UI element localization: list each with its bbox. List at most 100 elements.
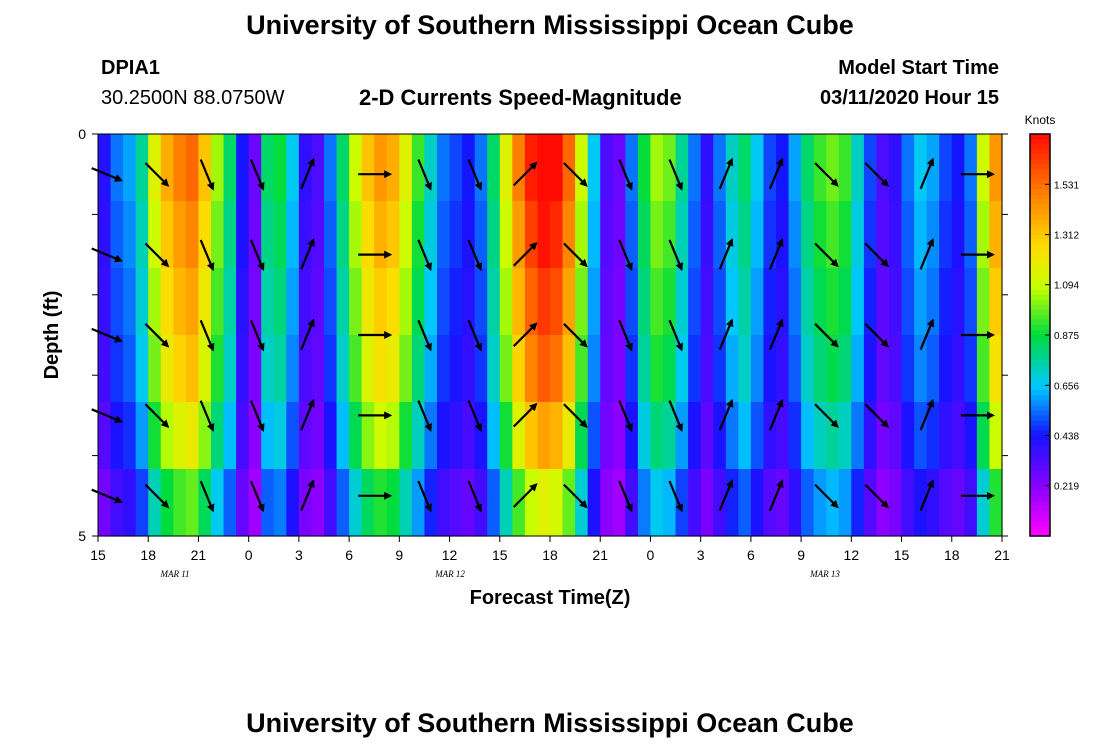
heat-cell [600,134,614,202]
colorbar-swatch [1030,164,1050,170]
heat-cell [738,201,752,269]
heat-cell [424,268,438,336]
heat-cell [750,402,765,470]
heat-cell [964,402,978,470]
heat-cell [462,268,476,336]
heat-cell [399,402,413,470]
heat-cell [851,134,865,202]
heat-cell [587,268,601,336]
heat-cell [863,201,878,269]
current-arrow [864,242,890,268]
heat-cell [989,201,1003,269]
heat-cell [863,469,878,537]
colorbar-swatch [1030,500,1050,507]
colorbar-swatch [1030,520,1050,527]
current-arrow [300,157,315,190]
colorbar-swatch [1030,395,1050,401]
heat-cell [725,402,739,470]
heat-cell [763,134,777,202]
colorbar-swatch [1030,274,1050,281]
heat-cell [236,201,250,269]
heat-cell [324,402,338,470]
x-tick-label: 9 [395,547,403,563]
heat-cell [964,469,978,537]
x-tick-label: 3 [697,547,705,563]
colorbar-swatch [1030,294,1050,301]
current-arrow [300,238,315,270]
heat-cell [236,335,250,403]
heat-cell [374,134,388,202]
heat-cell [876,402,890,470]
heat-cell [110,201,124,269]
heat-cell [273,402,287,470]
heat-cell [612,402,626,470]
heat-cell [286,268,300,336]
heat-cell [462,201,476,269]
current-arrow [563,323,588,348]
heat-cell [851,402,865,470]
heat-cell [236,268,250,336]
heat-cell [185,402,200,470]
heat-cell [474,134,488,202]
heat-cell [550,134,564,202]
heat-cell [776,335,790,403]
heat-cell [612,335,626,403]
heat-cell [700,201,714,269]
heat-cell [989,402,1003,470]
colorbar-swatch [1030,144,1050,150]
heat-cell [411,402,426,470]
colorbar-tick-label: 0.438 [1054,431,1079,442]
heat-cell [236,134,250,202]
heat-cell [424,402,438,470]
x-tick-label: 18 [944,547,960,563]
heat-cell [587,469,601,537]
heat-cell [173,268,187,336]
heat-cell [939,201,953,269]
colorbar-swatch [1030,329,1050,336]
y-tick-label: 5 [78,528,86,544]
heat-cell [98,402,112,470]
heat-cell [411,134,426,202]
current-arrow [417,319,432,352]
heat-cell [160,402,174,470]
y-axis-label: Depth (ft) [41,291,63,380]
colorbar-swatch [1030,149,1050,155]
heat-cell [437,335,451,403]
heat-cell [914,268,928,336]
heat-cell [851,268,865,336]
heat-cell [311,268,325,336]
heat-cell [286,134,300,202]
heat-cell [914,402,928,470]
heat-cell [499,268,513,336]
heat-cell [148,201,162,269]
heat-cell [537,335,551,403]
heat-cell [324,469,338,537]
current-arrow [668,159,684,191]
current-arrow [814,162,839,187]
heat-cell [173,201,187,269]
heat-cell [826,201,840,269]
heat-cell [537,201,551,269]
heat-cell [273,268,287,336]
heat-cell [123,134,137,202]
heat-cell [901,335,915,403]
current-arrow [864,403,890,429]
heat-cell [223,268,237,336]
heat-cell [499,201,513,269]
colorbar-swatch [1030,304,1050,311]
heat-cell [663,335,677,403]
heat-cell [374,335,388,403]
heat-cell [487,402,501,470]
colorbar-swatch [1030,259,1050,266]
colorbar-tick-label: 1.094 [1054,281,1079,292]
colorbar-swatch [1030,455,1050,462]
current-arrow [814,403,839,429]
x-tick-label: 15 [492,547,508,563]
heat-cell [160,201,174,269]
heat-cell [474,469,488,537]
x-tick-label: 6 [747,547,755,563]
heat-cell [462,402,476,470]
heat-cell [889,268,903,336]
heat-cell [524,268,539,336]
